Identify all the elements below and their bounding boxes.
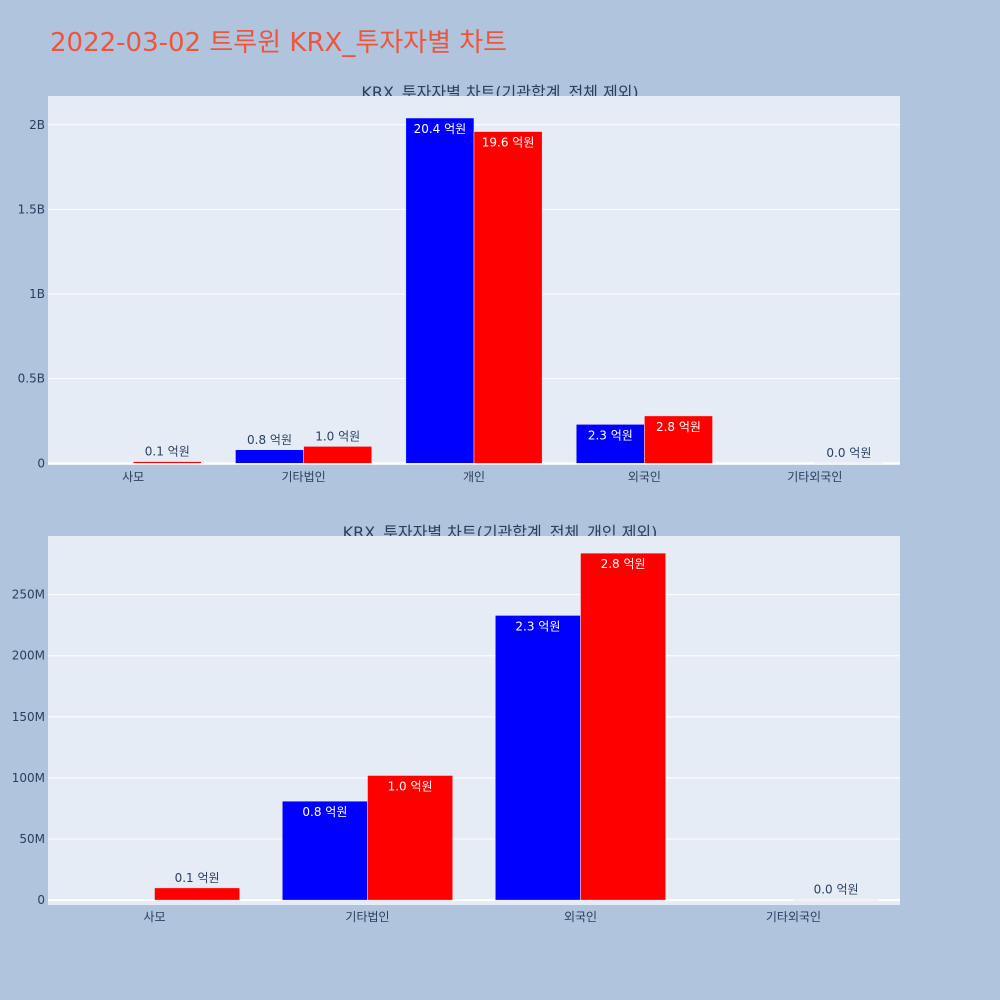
chart-2-data-label: 0.8 억원	[302, 805, 347, 819]
chart-1-y-tick-label: 2B	[29, 118, 45, 132]
chart-2-x-tick-label: 사모	[143, 910, 165, 924]
chart-1-data-label: 19.6 억원	[482, 136, 535, 150]
chart-1-data-label: 1.0 억원	[315, 429, 360, 443]
chart-1-data-label: 0.1 억원	[145, 445, 190, 459]
chart-1-x-tick-label: 개인	[463, 470, 485, 484]
chart-1-bar	[303, 446, 373, 464]
chart-2-plot-area	[48, 536, 900, 905]
chart-2-bar	[282, 800, 368, 901]
chart-2-y-tick-label: 150M	[12, 710, 45, 724]
chart-1-x-tick-label: 사모	[122, 470, 144, 484]
chart-2-bar	[154, 887, 240, 901]
chart-2-y-tick-label: 100M	[12, 771, 45, 785]
chart-1-data-label: 2.3 억원	[588, 428, 633, 442]
chart-1-data-label: 0.8 억원	[247, 433, 292, 447]
chart-2-y-tick-label: 50M	[19, 832, 45, 846]
chart-1-x-tick-label: 기타법인	[282, 470, 326, 484]
chart-2-bar	[580, 552, 666, 901]
chart-1-y-tick-label: 0.5B	[18, 372, 45, 386]
chart-2-y-tick-label: 200M	[12, 649, 45, 663]
chart-1-x-tick-label: 기타외국인	[787, 470, 842, 484]
chart-2-y-tick-label: 250M	[12, 588, 45, 602]
chart-1-y-tick-label: 0	[37, 456, 45, 470]
chart-1-data-label: 0.0 억원	[826, 446, 871, 460]
chart-1-data-label: 2.8 억원	[656, 420, 701, 434]
chart-2-data-label: 1.0 억원	[388, 779, 433, 793]
chart-1-bar	[575, 424, 645, 464]
chart-2-data-label: 2.3 억원	[515, 619, 560, 633]
chart-2-bar	[367, 775, 453, 901]
page-title: 2022-03-02 트루윈 KRX_투자자별 차트	[50, 28, 508, 58]
chart-1-bar	[644, 415, 713, 464]
chart-1-bar	[132, 461, 202, 464]
chart-1-y-tick-label: 1B	[29, 287, 45, 301]
chart-2-data-label: 0.1 억원	[175, 871, 220, 885]
chart-2-data-label: 0.0 억원	[814, 883, 859, 897]
chart-1-y-tick-label: 1.5B	[18, 202, 45, 216]
chart-2-y-tick-label: 0	[37, 893, 45, 907]
chart-1-data-label: 20.4 억원	[414, 122, 467, 136]
chart-2-data-label: 2.8 억원	[601, 557, 646, 571]
chart-1-bar	[405, 117, 475, 464]
chart-2-bar	[495, 615, 581, 901]
chart-2-x-tick-label: 기타법인	[345, 910, 389, 924]
chart-1-bar	[473, 131, 543, 464]
chart-1-x-tick-label: 외국인	[628, 470, 661, 484]
chart-2-x-tick-label: 외국인	[564, 910, 597, 924]
chart-2-x-tick-label: 기타외국인	[766, 910, 821, 924]
